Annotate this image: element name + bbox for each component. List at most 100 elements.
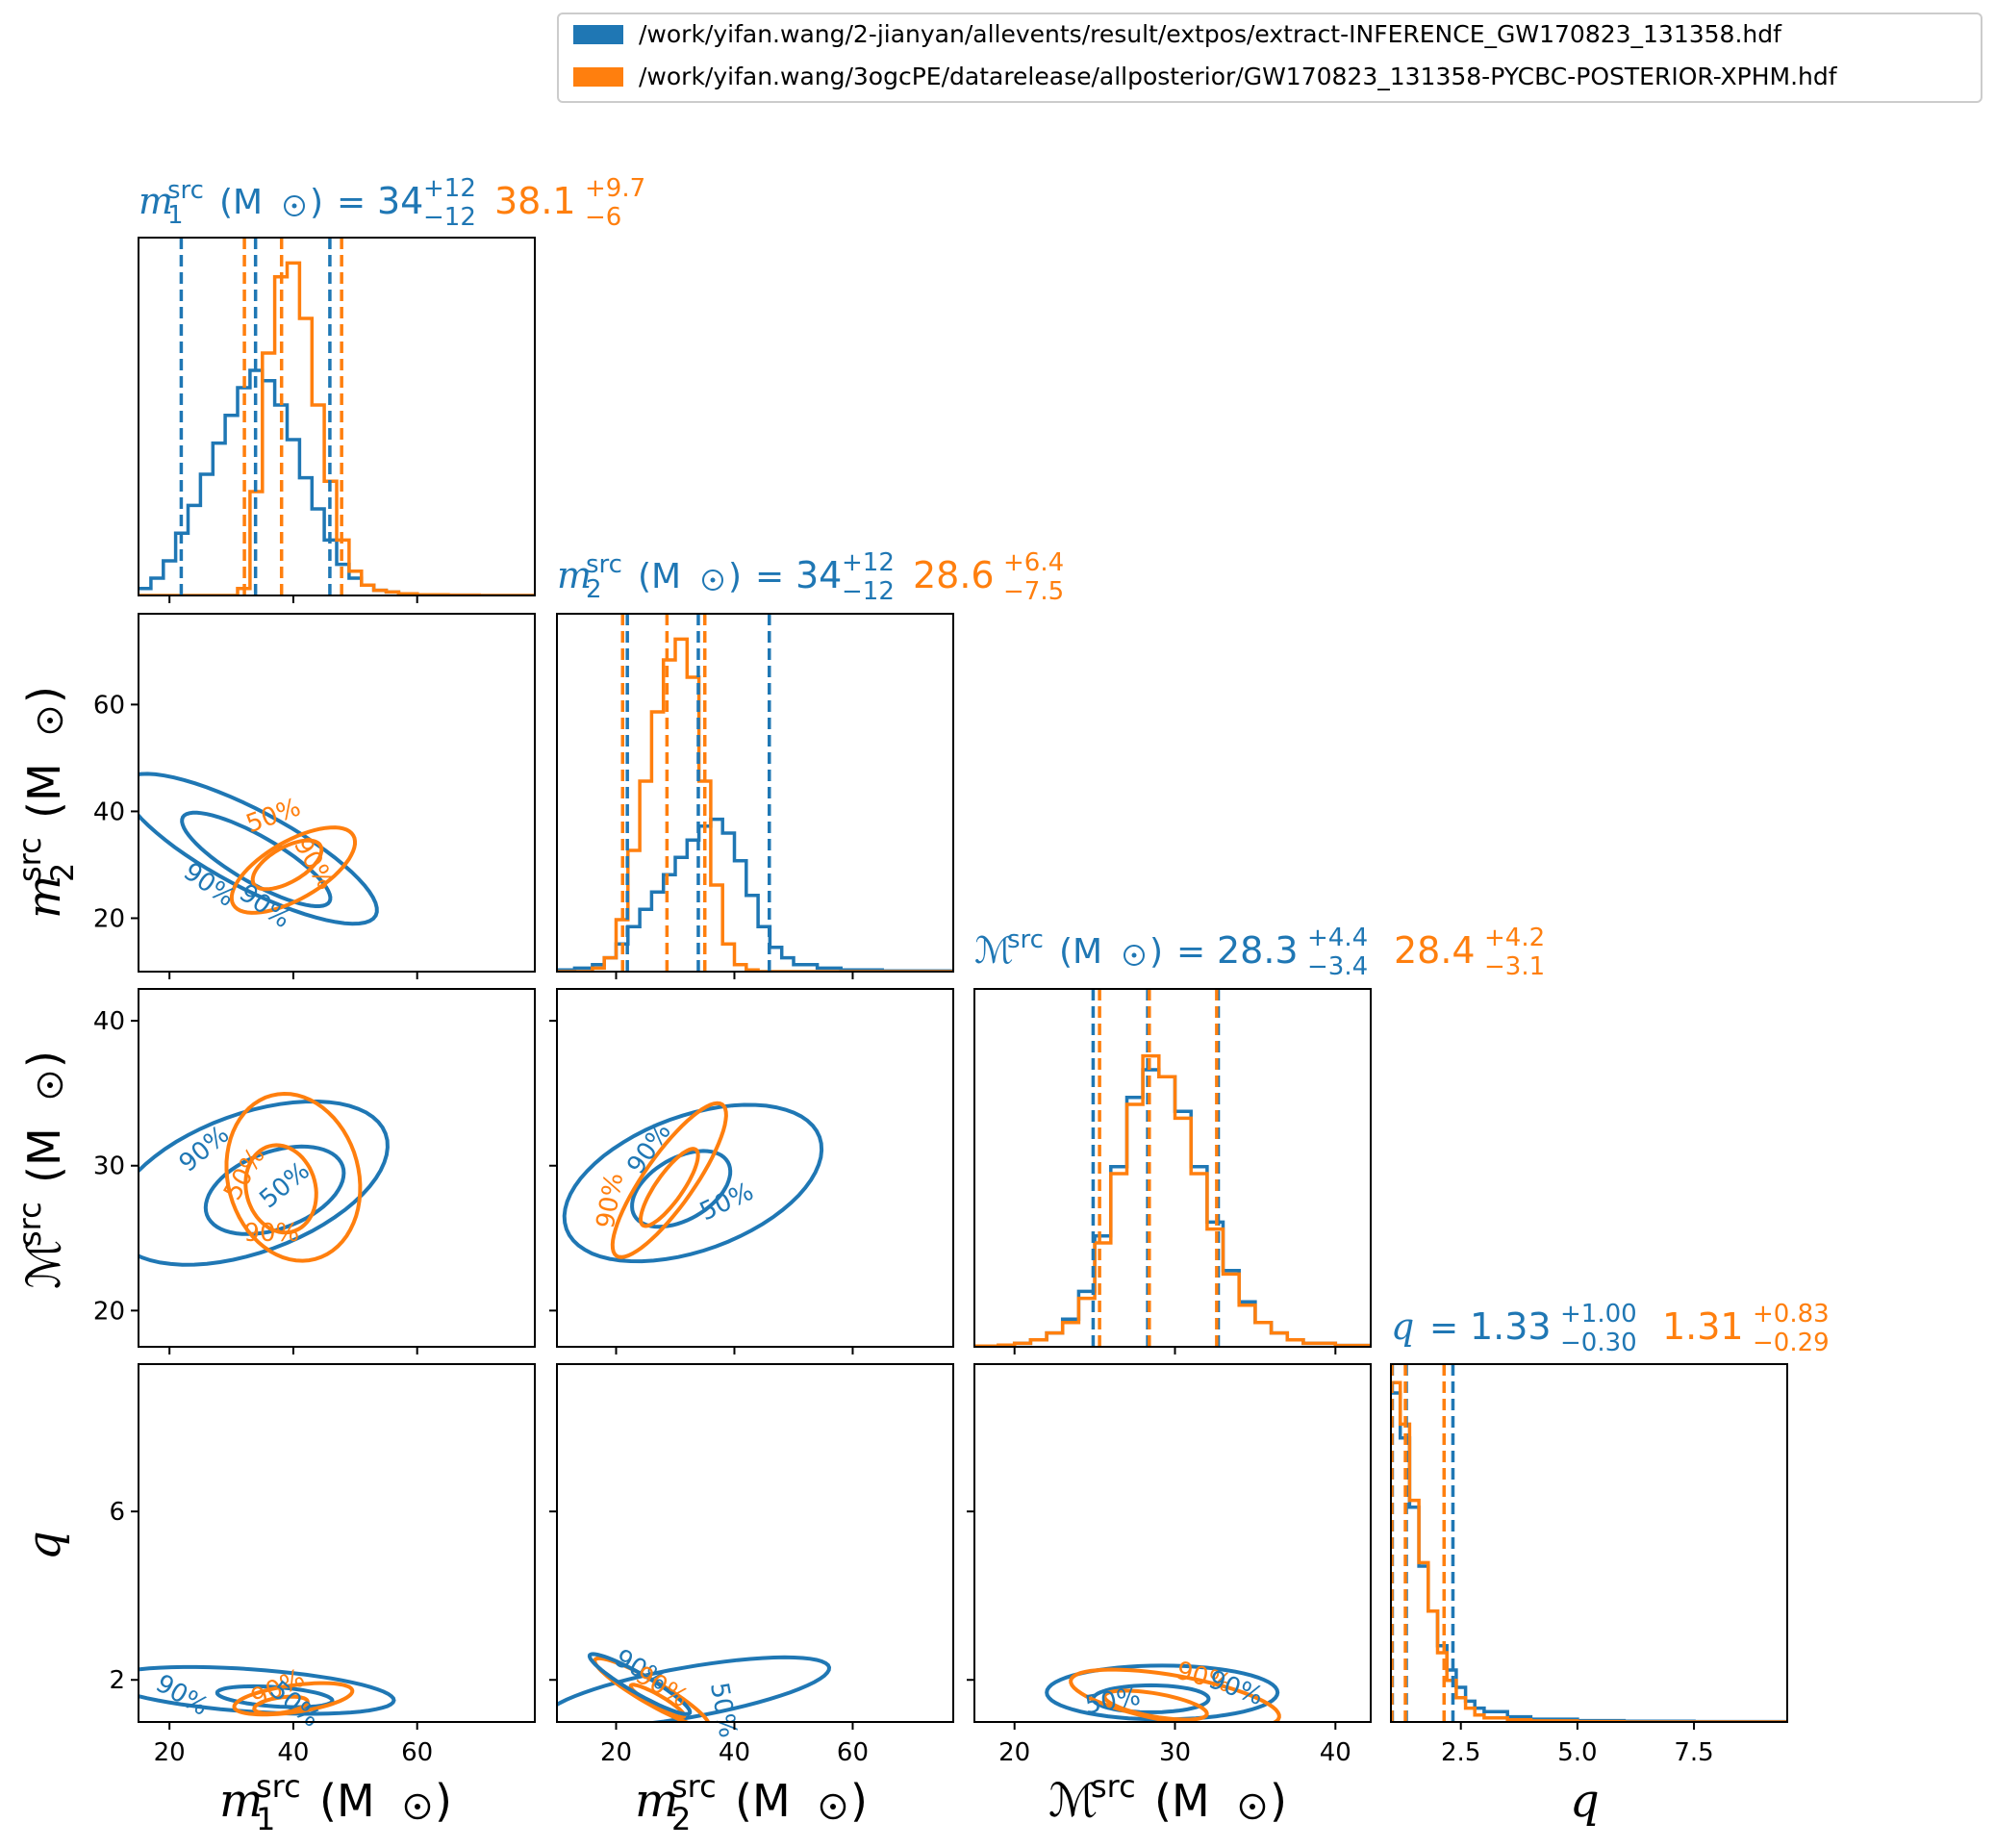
contour-50-blue-m1-m2 xyxy=(180,810,333,908)
title-minus-orange-m1: −6 xyxy=(585,203,621,232)
panel-m1-m1 xyxy=(138,237,536,596)
histogram-m1-orange xyxy=(139,261,535,595)
sun-symbol-icon xyxy=(284,195,305,216)
y-axis-label-m2-symbol: m xyxy=(17,874,71,919)
y-axis-label-mc-sup: src xyxy=(12,1202,48,1247)
legend-frame xyxy=(557,13,1982,103)
contour-label-orange-90: 90% xyxy=(592,1171,630,1230)
x-axis-label-m1-symbol: m xyxy=(219,1774,264,1828)
x-axis-label-mc-symbol: ℳ xyxy=(1048,1774,1098,1828)
x-axis-label-m2-sup: src xyxy=(671,1768,717,1805)
title-sub-m1: 1 xyxy=(167,201,184,230)
title-median-blue-mc: 28.3 xyxy=(1217,929,1299,972)
panel-mc-mc xyxy=(973,988,1372,1348)
sun-symbol-dot-icon xyxy=(1250,1804,1255,1810)
contour-90-blue-m1-m2 xyxy=(139,772,379,926)
title-minus-blue-q: −0.30 xyxy=(1560,1329,1637,1357)
title-q: q = 1.33 +1.00−0.30 1.31 +0.83−0.29 xyxy=(1391,1300,1830,1357)
title-equals-m1: = xyxy=(337,183,366,222)
title-symbol-mc: ℳ xyxy=(974,929,1014,972)
title-symbol-m2: m xyxy=(557,554,592,596)
title-plus-orange-m1: +9.7 xyxy=(585,174,645,203)
panel-m2-q xyxy=(556,1363,954,1723)
contour-label-blue-90: 90% xyxy=(151,1669,214,1722)
x-axis-label-m1-sub: 1 xyxy=(256,1801,275,1837)
title-median-orange-m2: 28.6 xyxy=(913,554,995,596)
contour-90-orange-m1-mc xyxy=(224,1091,363,1263)
x-axis-label-m2-symbol: m xyxy=(635,1774,679,1828)
sun-symbol-dot-icon xyxy=(1131,952,1137,958)
title-median-orange-m1: 38.1 xyxy=(494,180,576,222)
title-sup-m2: src xyxy=(586,550,622,579)
y-tick-label-mc: 40 xyxy=(93,1007,125,1036)
contour-layer: 90%90%50%90%90%50%50%90%90%50%90%90% 90%5… xyxy=(139,772,1281,1740)
histogram-mc-blue xyxy=(974,1068,1371,1347)
y-tick-label-mc: 30 xyxy=(93,1152,125,1181)
contour-label-blue-90: 90% xyxy=(1204,1665,1267,1711)
panel-m1-q xyxy=(138,1363,536,1723)
contour-50-blue-m2-q xyxy=(587,1652,693,1716)
y-axis-label-mc-unit: (M xyxy=(18,1127,70,1183)
contour-90-blue-mc-q xyxy=(1045,1663,1280,1722)
x-axis-label-m2-unit: (M xyxy=(735,1775,791,1827)
title-median-orange-q: 1.31 xyxy=(1662,1305,1744,1348)
x-axis-label-m2-sub: 2 xyxy=(671,1801,691,1837)
title-minus-orange-mc: −3.1 xyxy=(1484,952,1545,981)
y-tick-label-m2: 40 xyxy=(93,797,125,826)
title-median-blue-m2: 34 xyxy=(795,554,842,596)
contour-50-orange-m1-mc xyxy=(243,1143,318,1235)
panel-m2-mc xyxy=(556,988,954,1348)
histogram-mc-orange xyxy=(974,1053,1371,1347)
title-equals-q: = xyxy=(1429,1308,1458,1348)
title-minus-blue-mc: −3.4 xyxy=(1307,952,1368,981)
title-symbol-q: q xyxy=(1391,1305,1414,1348)
sun-symbol-icon xyxy=(37,707,63,734)
title-equals-m2: = xyxy=(755,557,784,596)
title-unit-m1: (M xyxy=(219,183,263,222)
x-tick-label-m1: 20 xyxy=(154,1738,186,1767)
title-unit-mc: (M xyxy=(1059,932,1102,972)
contour-90-blue-m1-q xyxy=(139,1664,396,1716)
title-unit-close-m1: ) xyxy=(310,183,323,222)
contour-50-orange-m1-q xyxy=(252,1694,310,1716)
legend-swatch-orange xyxy=(573,67,623,87)
y-tick-label-m2: 20 xyxy=(93,904,125,933)
title-plus-orange-m2: +6.4 xyxy=(1003,548,1064,577)
title-median-blue-q: 1.33 xyxy=(1470,1305,1552,1348)
x-axis-label-m1-unit: (M xyxy=(319,1775,375,1827)
legend: /work/yifan.wang/2-jianyan/allevents/res… xyxy=(557,13,1982,103)
sun-symbol-icon xyxy=(1124,945,1145,966)
y-tick-label-q: 6 xyxy=(109,1498,125,1527)
sun-symbol-dot-icon xyxy=(415,1804,420,1810)
sun-symbol-dot-icon xyxy=(830,1804,836,1810)
title-unit-close-mc: ) xyxy=(1149,932,1163,972)
contour-50-blue-m2-mc xyxy=(630,1149,733,1229)
contour-50-blue-m1-mc xyxy=(203,1144,346,1236)
title-sup-m1: src xyxy=(167,176,204,205)
x-tick-label-q: 7.5 xyxy=(1674,1738,1713,1767)
histogram-q-orange xyxy=(1391,1380,1787,1722)
y-axis-label-q: q xyxy=(17,1531,71,1560)
x-tick-label-mc: 30 xyxy=(1159,1738,1191,1767)
y-tick-label-m2: 60 xyxy=(93,691,125,720)
y-axis-label-m2-sup: src xyxy=(12,837,48,882)
x-tick-label-m2: 40 xyxy=(719,1738,750,1767)
sun-symbol-icon xyxy=(702,570,723,591)
x-tick-label-m2: 60 xyxy=(837,1738,869,1767)
contour-label-orange-90: 90% xyxy=(243,1219,299,1248)
title-plus-blue-m1: +12 xyxy=(423,174,476,203)
title-unit-m2: (M xyxy=(638,557,681,596)
title-plus-blue-q: +1.00 xyxy=(1560,1300,1637,1329)
title-symbol-m1: m xyxy=(139,180,173,222)
title-minus-blue-m2: −12 xyxy=(842,577,895,606)
x-axis-label-q-symbol: q xyxy=(1570,1774,1600,1828)
x-axis-label-mc-unit-close: ) xyxy=(1270,1775,1287,1827)
histogram-m2-orange xyxy=(557,637,953,972)
panel-mc-q xyxy=(973,1363,1372,1723)
contour-label-orange-90: 90% xyxy=(288,832,341,895)
